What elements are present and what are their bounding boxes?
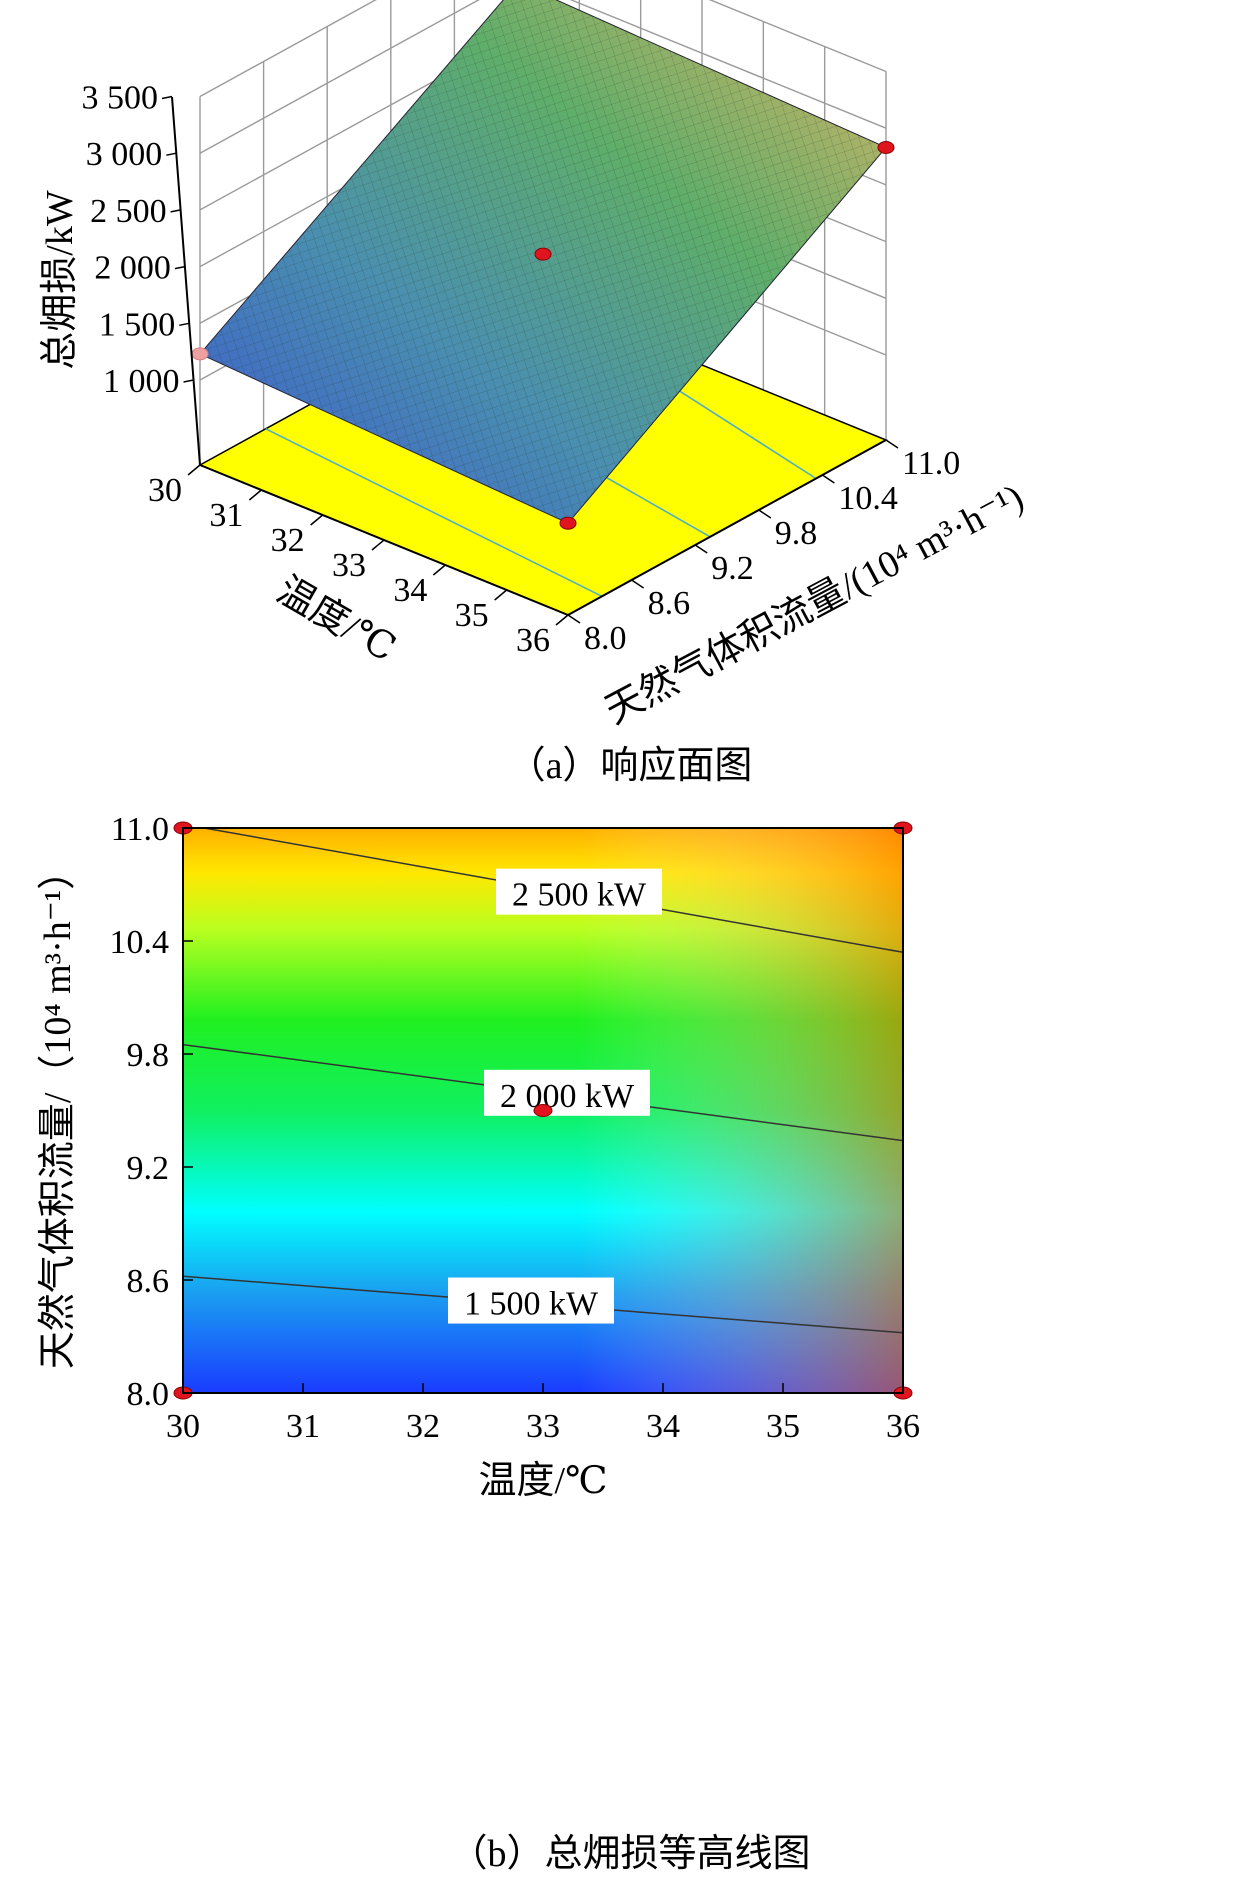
contour-label: 2 000 kW — [500, 1078, 635, 1115]
y-axis-line — [567, 439, 887, 616]
x-tick-mark — [555, 614, 569, 626]
y-tick-label: 10.4 — [838, 480, 898, 517]
x-tick-label: 31 — [209, 497, 243, 534]
y-tick-mark — [567, 614, 581, 624]
y-tick-label: 8.0 — [584, 620, 627, 657]
contour-x-tick-label: 33 — [526, 1408, 560, 1445]
panel-b-caption: （b）总㶲损等高线图 — [449, 1833, 810, 1875]
contour-label: 2 500 kW — [512, 877, 647, 914]
floor-contour-1500 — [265, 428, 603, 598]
y-tick-mark — [631, 579, 645, 589]
y-tick-mark — [821, 474, 835, 484]
x-tick-label: 33 — [332, 547, 366, 584]
z-tick-mark — [170, 209, 181, 213]
x-tick-label: 36 — [516, 622, 550, 659]
z-tick-label: 2 000 — [94, 250, 171, 287]
y-tick-label: 11.0 — [902, 445, 960, 482]
x-axis-label: 温度/℃ — [270, 569, 403, 670]
contour-label-box — [448, 1277, 614, 1324]
z-tick-mark — [161, 95, 173, 100]
contour-x-tick-label: 36 — [886, 1408, 920, 1445]
contour-y-tick-label: 10.4 — [110, 924, 170, 961]
contour-chart: 1 500 kW 2 000 kW 2 500 kW 30 31 32 33 34 35 36 8… — [37, 811, 920, 1875]
y-tick-mark — [885, 439, 899, 449]
z-tick-label: 1 000 — [103, 363, 180, 400]
y-tick-label: 9.8 — [775, 515, 818, 552]
x-tick-label: 35 — [455, 597, 489, 634]
surface-design-point — [559, 516, 577, 530]
y-tick-label: 8.6 — [648, 585, 691, 622]
contour-x-tick-label: 34 — [646, 1408, 680, 1445]
z-tick-label: 1 500 — [99, 306, 176, 343]
z-tick-mark — [183, 379, 194, 383]
contour-lines: 1 500 kW 2 000 kW 2 500 kW — [182, 827, 904, 1334]
contour-label-box — [496, 868, 662, 915]
contour-label-box — [484, 1069, 650, 1116]
x-tick-label: 30 — [148, 472, 182, 509]
y-tick-mark — [694, 544, 708, 554]
contour-x-tick-label: 30 — [166, 1408, 200, 1445]
contour-design-point — [533, 1104, 553, 1117]
surface-tick-labels: 1 000 1 500 2 000 2 500 3 000 3 500 30 31 32 33 34… — [82, 80, 961, 660]
x-tick-label: 32 — [271, 522, 305, 559]
x-tick-mark — [310, 514, 324, 526]
z-tick-label: 2 500 — [90, 193, 167, 230]
contour-y-tick-label: 8.6 — [127, 1263, 170, 1300]
contour-y-tick-label: 8.0 — [127, 1376, 170, 1413]
y-tick-mark — [758, 509, 772, 519]
contour-y-tick-label: 9.2 — [127, 1150, 170, 1187]
contour-y-tick-label: 11.0 — [111, 811, 169, 848]
contour-x-axis-label: 温度/℃ — [478, 1460, 607, 1502]
response-surface-chart: 1 000 1 500 2 000 2 500 3 000 3 500 30 31 32 33 34… — [39, 0, 1030, 787]
surface-design-points — [191, 140, 895, 530]
z-tick-mark — [166, 152, 177, 156]
x-tick-label: 34 — [393, 572, 427, 609]
contour-tick-labels: 30 31 32 33 34 35 36 8.0 8.6 9.2 9.8 10.4 11.0 — [110, 811, 921, 1445]
x-tick-mark — [187, 464, 201, 476]
surface-design-point — [191, 347, 209, 361]
z-tick-mark — [174, 265, 186, 270]
surface-design-point — [877, 140, 895, 154]
z-tick-label: 3 000 — [86, 136, 163, 173]
contour-label: 1 500 kW — [464, 1286, 599, 1323]
z-axis-line — [171, 96, 201, 466]
x-tick-mark — [371, 539, 385, 551]
z-tick-label: 3 500 — [82, 80, 159, 117]
x-tick-mark — [432, 564, 446, 576]
x-tick-mark — [248, 489, 262, 501]
x-tick-mark — [494, 589, 508, 601]
contour-y-tick-label: 9.8 — [127, 1037, 170, 1074]
panel-a-caption: （a）响应面图 — [508, 745, 753, 787]
contour-x-tick-label: 35 — [766, 1408, 800, 1445]
contour-x-tick-label: 32 — [406, 1408, 440, 1445]
z-tick-mark — [179, 322, 190, 327]
surface-mesh — [200, 0, 886, 524]
y-tick-label: 9.2 — [711, 550, 754, 587]
surface-design-point — [534, 247, 552, 261]
contour-y-axis-label: 天然气体积流量/（10⁴ m³·h⁻¹） — [37, 852, 79, 1369]
z-axis-label: 总㶲损/kW — [39, 190, 81, 370]
contour-x-tick-label: 31 — [286, 1408, 320, 1445]
